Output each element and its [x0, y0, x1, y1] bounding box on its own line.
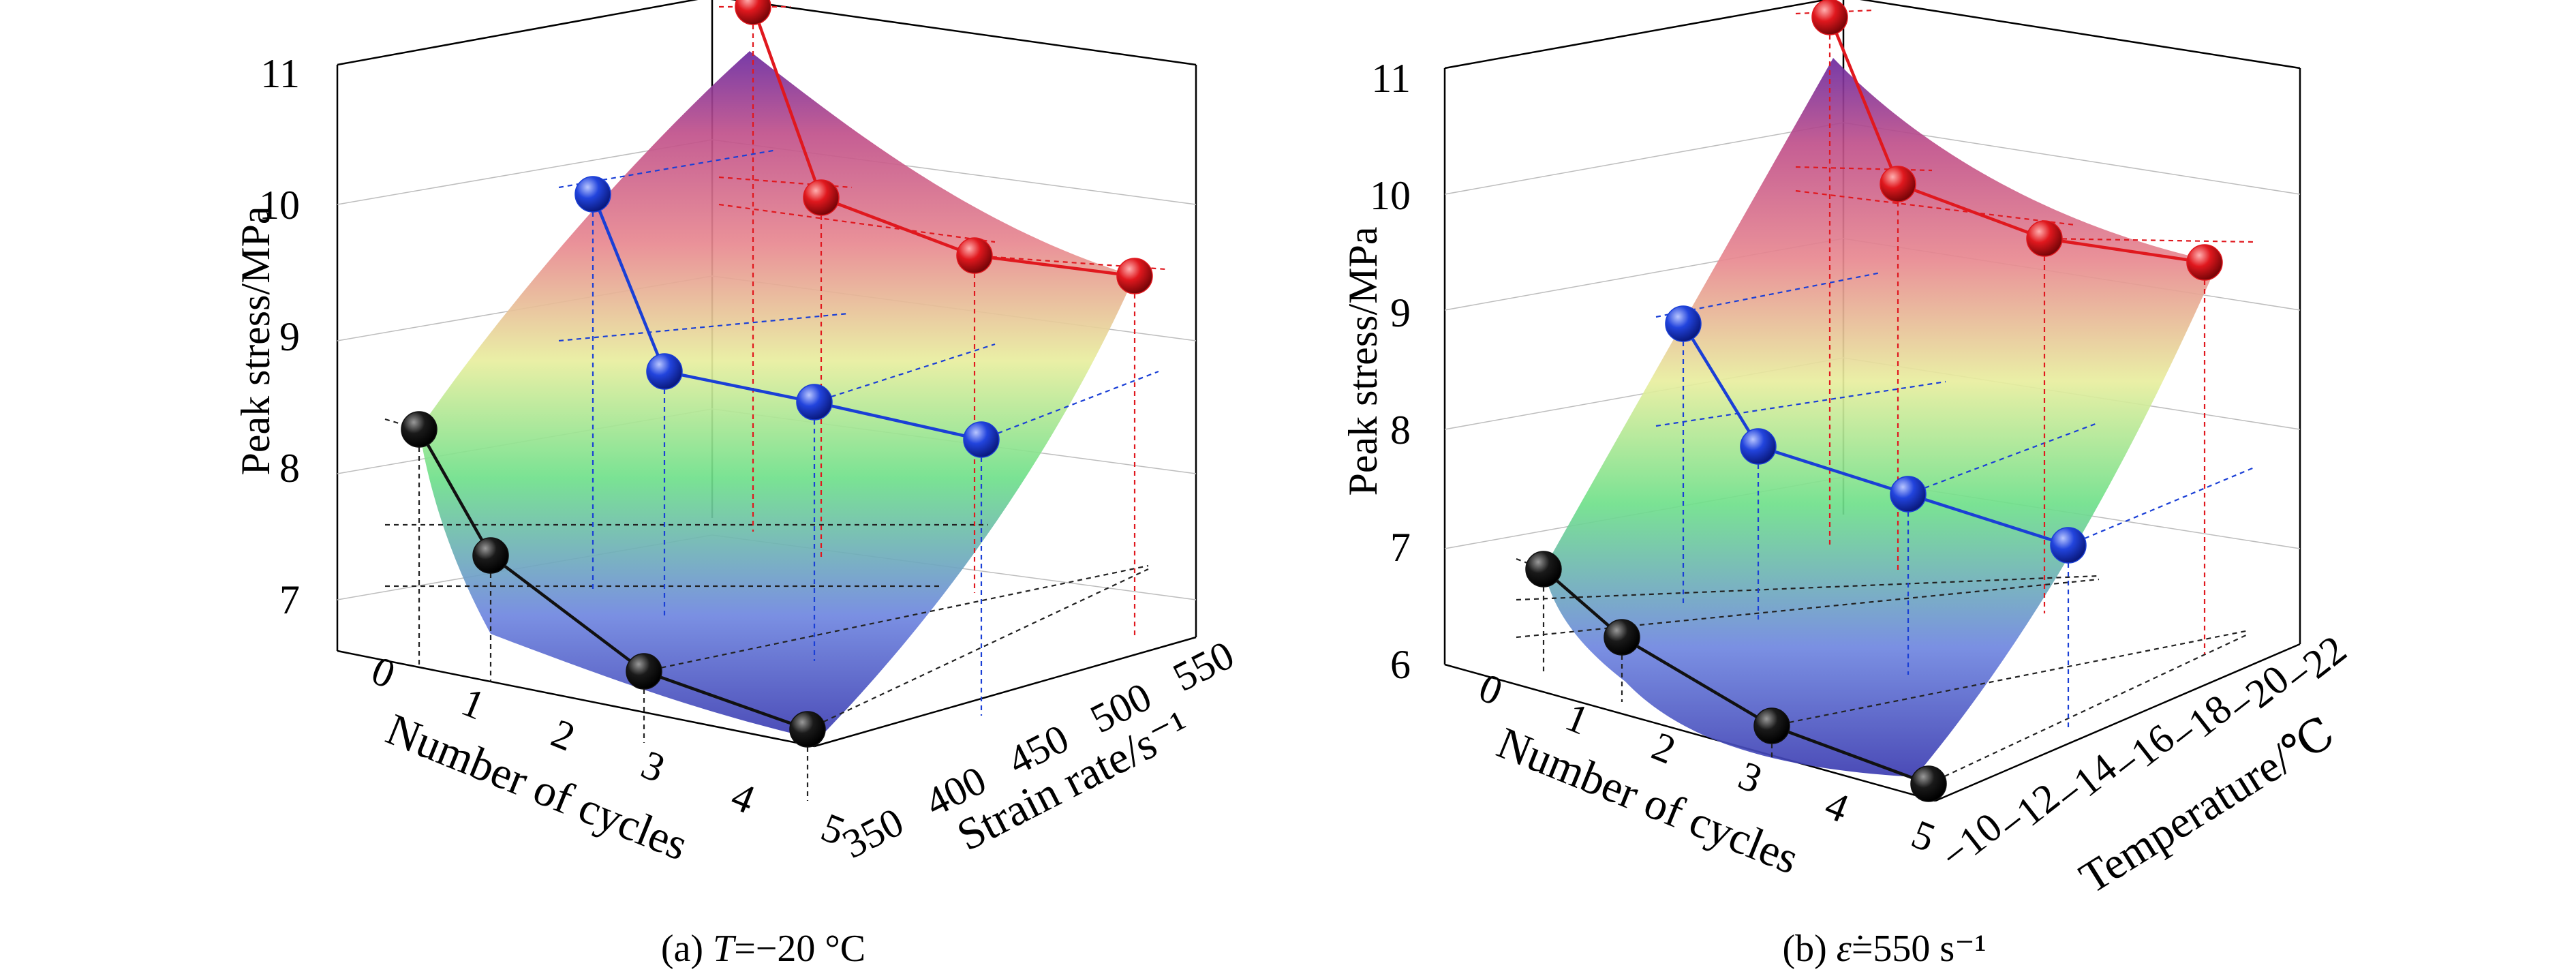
y-axis-label: Peak stress/MPa: [1340, 227, 1385, 496]
y-tick-label: 10: [1370, 173, 1411, 218]
data-point: [803, 179, 840, 216]
data-point: [626, 653, 662, 690]
data-point: [1665, 305, 1702, 342]
series-line: [1542, 568, 1929, 786]
z-tick-label: 350: [835, 799, 910, 867]
data-point: [472, 537, 509, 574]
data-point: [796, 384, 833, 421]
x-tick-label: 2: [545, 710, 581, 759]
y-tick-label: 6: [1390, 642, 1411, 687]
data-series: [1525, 0, 2223, 802]
x-tick-label: 1: [1559, 694, 1595, 743]
data-point: [574, 176, 611, 213]
series-line: [418, 428, 808, 731]
x-tick-label: 0: [1473, 665, 1509, 714]
data-point: [1604, 619, 1640, 656]
series-line: [1682, 322, 2069, 547]
data-point: [1890, 476, 1927, 513]
caption-a: (a) T=−20 °C: [661, 928, 865, 970]
y-tick-label: 10: [259, 183, 300, 228]
data-point: [956, 237, 993, 274]
data-point: [1753, 707, 1790, 744]
x-tick-label: 2: [1646, 723, 1682, 772]
y-tick-label: 7: [1390, 525, 1411, 570]
plot-box-edges: [336, 0, 1197, 748]
data-point: [646, 353, 683, 390]
series-line: [591, 194, 982, 442]
panel-a: Peak stress/MPa Number of cycles Strain …: [233, 0, 1241, 970]
y-tick-label: 11: [1371, 56, 1411, 101]
z-axis-label: Strain rate/s⁻¹: [949, 701, 1197, 861]
data-series: [401, 0, 1153, 748]
x-tick-label: 0: [365, 647, 401, 697]
data-point: [2026, 220, 2063, 257]
data-point: [1740, 428, 1777, 465]
x-tick-label: 3: [1732, 752, 1768, 802]
data-point: [2050, 527, 2087, 564]
data-point: [401, 411, 438, 448]
y-tick-label: 8: [1390, 408, 1411, 453]
series-line: [751, 6, 1135, 278]
y-tick-label: 9: [1390, 290, 1411, 335]
x-tick-label: 1: [455, 679, 491, 728]
y-tick-label: 11: [260, 51, 300, 96]
panel-b: Peak stress/MPa Number of cycles Tempera…: [1340, 0, 2355, 970]
y-tick-label: 8: [279, 446, 300, 491]
x-tick-label: 5: [1905, 811, 1942, 860]
data-point: [1811, 0, 1848, 35]
y-tick-label: 7: [279, 577, 300, 622]
data-point: [789, 711, 826, 748]
data-point: [1116, 258, 1153, 294]
plot-box-edges: [1443, 0, 2301, 802]
x-tick-label: 4: [725, 773, 761, 822]
x-tick-label: 4: [1819, 782, 1855, 831]
y-tick-label: 9: [279, 314, 300, 359]
data-point: [2186, 244, 2223, 281]
caption-b: (b) ε̇=550 s⁻¹: [1782, 928, 1986, 970]
y-axis-label: Peak stress/MPa: [233, 207, 278, 476]
data-point: [735, 0, 771, 25]
series-line: [1828, 16, 2205, 264]
data-point: [1525, 551, 1562, 588]
data-point: [963, 421, 1000, 458]
data-point: [1880, 166, 1916, 202]
x-tick-label: 3: [635, 742, 671, 791]
data-point: [1910, 765, 1947, 802]
